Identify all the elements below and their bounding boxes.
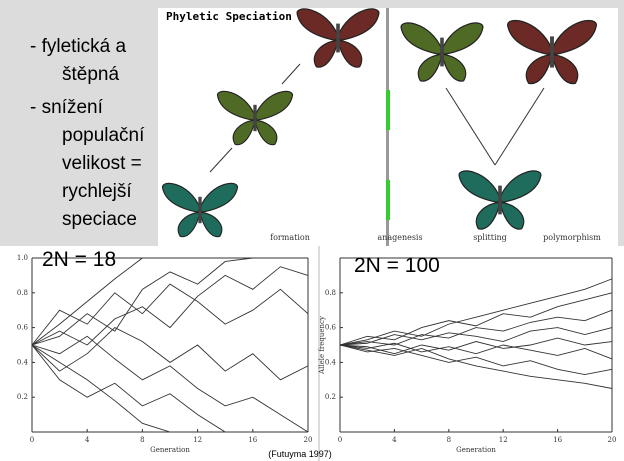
y-tick-label: 0.6: [325, 324, 337, 332]
x-tick-label: 8: [447, 436, 451, 444]
bullet-text: rychlejší: [62, 181, 132, 202]
figure-label: splitting: [473, 233, 507, 242]
divider-mark: [386, 180, 390, 220]
chart-title: 2N = 18: [42, 248, 116, 271]
bullet-text: - snížení: [30, 97, 104, 118]
source: (Futuyma 1997): [268, 449, 332, 459]
x-tick-label: 16: [553, 436, 562, 444]
x-tick-label: 20: [608, 436, 617, 444]
x-tick-label: 4: [85, 436, 90, 444]
chart-title: 2N = 100: [354, 254, 440, 277]
divider-mark: [386, 90, 390, 130]
x-axis-label: Generation: [456, 446, 496, 454]
bullet-text: velikost =: [62, 153, 142, 174]
y-tick-label: 0.4: [17, 358, 29, 366]
x-axis-label: Generation: [150, 446, 190, 454]
y-tick-label: 1.0: [17, 254, 28, 262]
x-tick-label: 20: [304, 436, 313, 444]
figure-label: anagenesis: [377, 233, 422, 242]
x-tick-label: 12: [499, 436, 508, 444]
y-tick-label: 0.2: [325, 393, 336, 401]
x-tick-label: 16: [248, 436, 257, 444]
bullet-text: populační: [62, 125, 145, 146]
figure-label: formation: [270, 233, 310, 242]
y-tick-label: 0.8: [325, 289, 336, 297]
bullet-text: štěpná: [62, 64, 119, 85]
figure-label: polymorphism: [543, 233, 601, 242]
y-axis-label: Allele frequency: [318, 316, 326, 375]
x-tick-label: 8: [140, 436, 144, 444]
slide: Phyletic Speciation formation anagenesis…: [0, 0, 624, 461]
y-tick-label: 0.6: [17, 324, 29, 332]
chart-panel: [320, 246, 624, 461]
bullet-text: speciace: [62, 209, 137, 230]
x-tick-label: 4: [392, 436, 397, 444]
y-tick-label: 0.4: [325, 358, 337, 366]
x-tick-label: 0: [338, 436, 342, 444]
y-tick-label: 0.8: [17, 289, 28, 297]
x-tick-label: 12: [193, 436, 202, 444]
figure-title: Phyletic Speciation: [166, 10, 292, 23]
y-tick-label: 0.2: [17, 393, 28, 401]
x-tick-label: 0: [30, 436, 34, 444]
bullet-text: - fyletická a: [30, 36, 127, 57]
